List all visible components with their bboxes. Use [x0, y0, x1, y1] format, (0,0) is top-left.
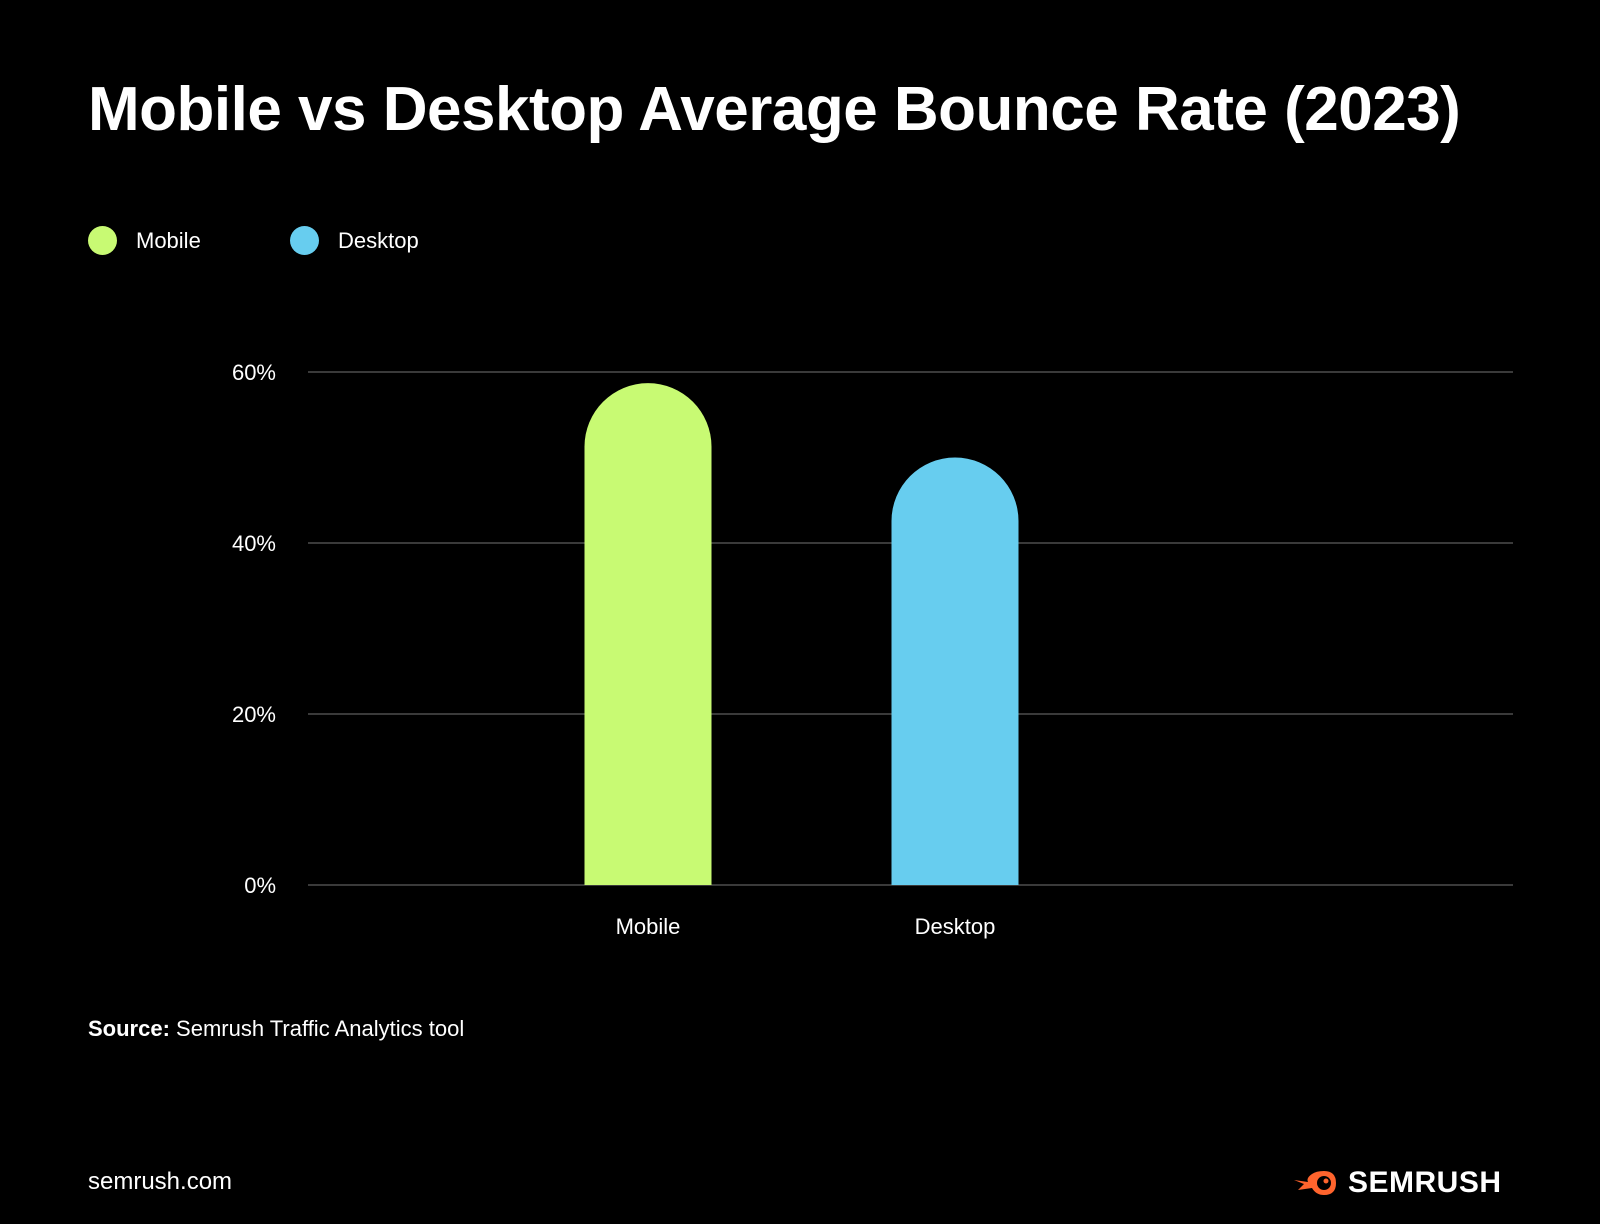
legend-item-mobile: Mobile	[88, 226, 290, 255]
y-tick-label: 20%	[232, 702, 276, 727]
source-text: Semrush Traffic Analytics tool	[176, 1016, 465, 1041]
legend-item-desktop: Desktop	[290, 226, 492, 255]
source-label: Source:	[88, 1016, 170, 1041]
x-tick-label: Mobile	[616, 914, 681, 939]
brand-name: SEMRUSH	[1348, 1166, 1502, 1199]
bar-mobile	[584, 383, 712, 885]
legend: Mobile Desktop	[88, 226, 492, 255]
y-tick-label: 40%	[232, 531, 276, 556]
legend-label: Desktop	[338, 227, 419, 253]
chart-title: Mobile vs Desktop Average Bounce Rate (2…	[88, 75, 1461, 144]
legend-label: Mobile	[136, 227, 201, 253]
legend-swatch-mobile	[88, 226, 117, 255]
source-note: Source: Semrush Traffic Analytics tool	[88, 1016, 464, 1042]
y-tick-label: 60%	[232, 360, 276, 385]
y-tick-label: 0%	[244, 873, 276, 898]
legend-swatch-desktop	[290, 226, 319, 255]
semrush-fireball-icon	[1292, 1171, 1336, 1195]
bar-desktop	[891, 457, 1019, 885]
site-url: semrush.com	[88, 1168, 233, 1195]
semrush-logo: SEMRUSH	[1290, 1166, 1502, 1200]
x-tick-label: Desktop	[915, 914, 996, 939]
